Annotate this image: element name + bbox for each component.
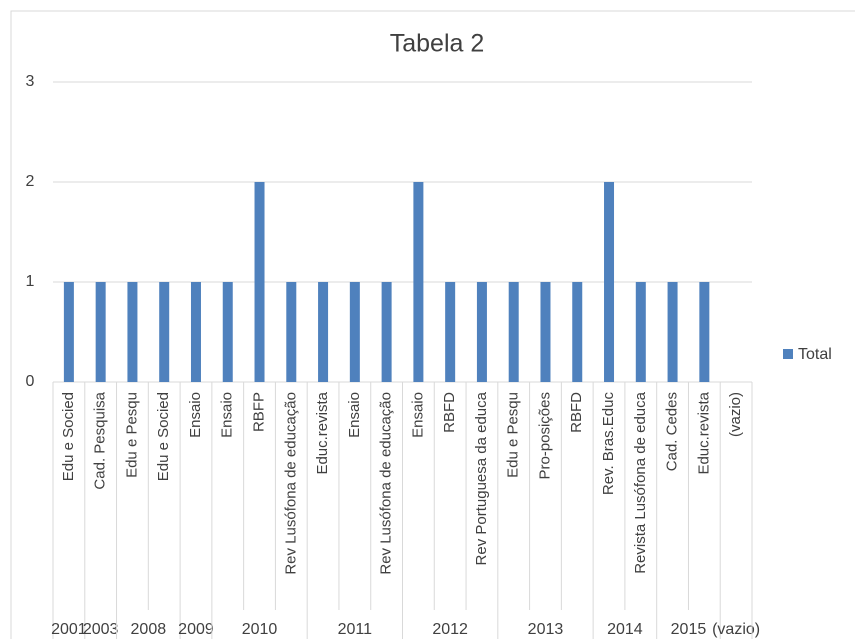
x-tick-label: Educ.revista — [314, 391, 331, 474]
group-label: 2010 — [242, 621, 278, 638]
y-tick-label: 3 — [26, 73, 35, 90]
legend-label: Total — [798, 346, 832, 363]
group-label: 2015 — [671, 621, 707, 638]
x-tick-label: Rev Portuguesa da educa — [473, 391, 490, 565]
x-tick-label: Educ.revista — [695, 391, 712, 474]
x-tick-label: Edu e Pesqu — [123, 392, 140, 478]
bar — [604, 182, 615, 382]
x-tick-label: Pro-posições — [536, 392, 553, 480]
group-label: (vazio) — [712, 621, 760, 638]
bar — [572, 282, 583, 382]
group-label: 2013 — [528, 621, 564, 638]
y-tick-label: 1 — [26, 273, 35, 290]
group-label: 2009 — [178, 621, 214, 638]
bar — [445, 282, 456, 382]
legend-swatch — [783, 349, 793, 359]
group-label: 2011 — [338, 621, 373, 638]
x-tick-label: Rev Lusófona de educação — [378, 392, 395, 575]
x-tick-label: Cad. Cedes — [664, 392, 681, 471]
x-tick-label: RBFP — [250, 392, 267, 432]
bar — [127, 282, 138, 382]
x-tick-label: Rev. Bras.Educ — [600, 392, 617, 496]
bar — [349, 282, 360, 382]
bar — [254, 182, 265, 382]
bar — [95, 282, 106, 382]
x-tick-label: Ensaio — [187, 392, 204, 438]
bar — [286, 282, 297, 382]
x-tick-label: Edu e Pesqu — [505, 392, 522, 478]
bar — [413, 182, 424, 382]
x-tick-label: Ensaio — [219, 392, 236, 438]
group-label: 2001 — [51, 621, 87, 638]
bar — [476, 282, 487, 382]
bar — [667, 282, 678, 382]
x-tick-label: RBFD — [441, 392, 458, 433]
chart-frame — [10, 10, 855, 639]
group-label: 2012 — [432, 621, 468, 638]
y-tick-label: 0 — [26, 373, 35, 390]
x-tick-label: Rev Lusófona de educação — [282, 392, 299, 575]
x-tick-label: RBFD — [568, 392, 585, 433]
bar — [190, 282, 201, 382]
bar — [159, 282, 170, 382]
x-tick-label: Edu e Socied — [155, 392, 172, 481]
bar — [508, 282, 519, 382]
group-label: 2008 — [131, 621, 167, 638]
bar — [635, 282, 646, 382]
bar — [318, 282, 329, 382]
x-tick-label: Revista Lusófona de educa — [632, 391, 649, 573]
bar — [381, 282, 392, 382]
x-tick-label: Ensaio — [346, 392, 363, 438]
group-label: 2003 — [83, 621, 119, 638]
bar — [699, 282, 710, 382]
x-tick-label: Edu e Socied — [60, 392, 77, 481]
bar — [222, 282, 233, 382]
x-tick-label: (vazio) — [727, 392, 744, 437]
bar — [540, 282, 551, 382]
y-tick-label: 2 — [26, 173, 35, 190]
bar — [63, 282, 74, 382]
group-label: 2014 — [607, 621, 643, 638]
x-tick-label: Ensaio — [409, 392, 426, 438]
x-tick-label: Cad. Pesquisa — [92, 391, 109, 489]
chart-title: Tabela 2 — [390, 30, 485, 58]
